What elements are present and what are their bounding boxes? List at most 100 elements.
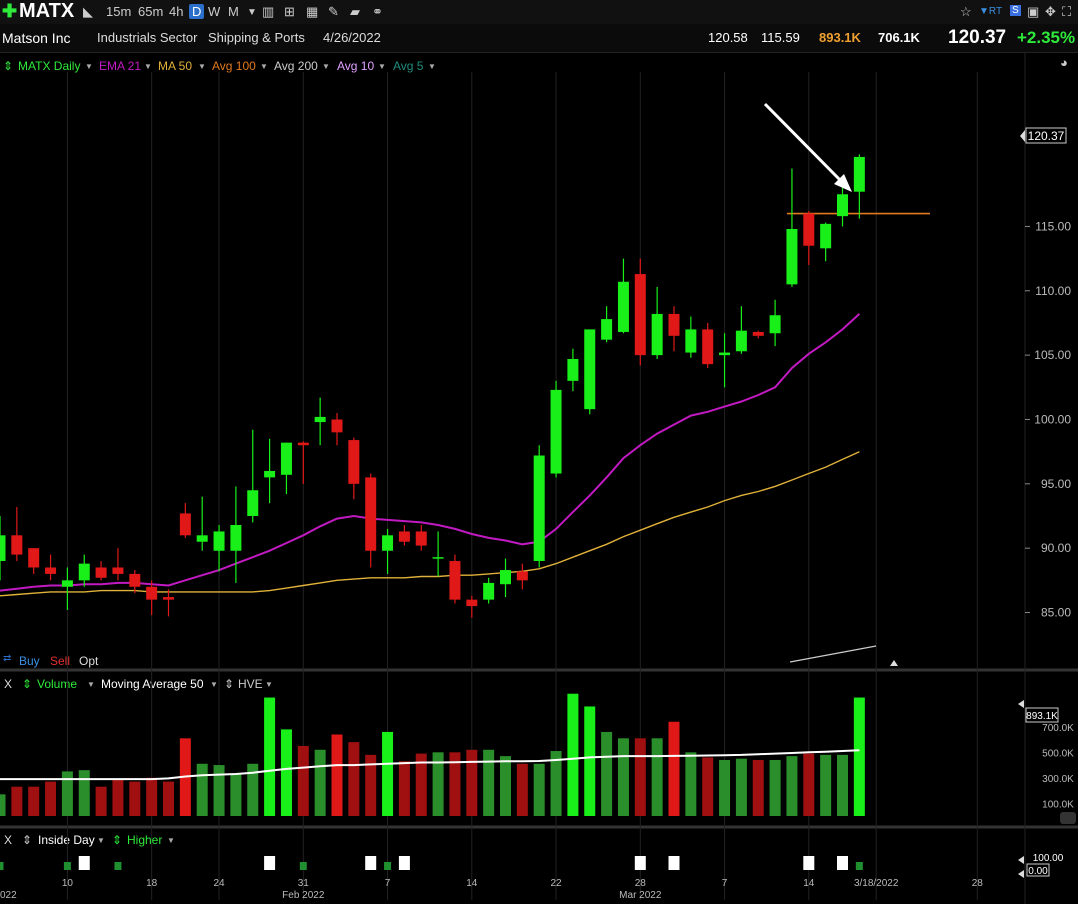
candle-body bbox=[533, 455, 545, 562]
price-tick-label: 95.00 bbox=[1041, 477, 1071, 491]
chart-style-icon[interactable]: ◣ bbox=[83, 4, 93, 19]
last-price-label: 120.37 bbox=[1028, 129, 1065, 143]
trade-icon[interactable]: ⇄ bbox=[3, 653, 12, 664]
options-button[interactable]: Opt bbox=[79, 654, 99, 668]
volume-expand-icon[interactable]: ⇕ bbox=[22, 677, 33, 691]
inside-day-title[interactable]: Inside Day bbox=[38, 833, 95, 847]
timeframe-4h[interactable]: 4h bbox=[169, 4, 184, 19]
volume-bar bbox=[365, 754, 377, 816]
comment-icon[interactable]: ▰ bbox=[350, 4, 360, 19]
move-icon[interactable]: ✥ bbox=[1045, 4, 1056, 19]
sell-button[interactable]: Sell bbox=[50, 654, 71, 668]
indicators-icon[interactable]: ▥ bbox=[262, 4, 275, 19]
price-tick-label: 90.00 bbox=[1041, 541, 1071, 555]
candle-body bbox=[264, 470, 276, 478]
volume-bar bbox=[752, 759, 764, 816]
pencil-icon[interactable]: ✎ bbox=[328, 4, 339, 19]
candle-body bbox=[297, 442, 309, 446]
higher-expand-icon[interactable]: ⇕ bbox=[112, 833, 123, 847]
industry-label[interactable]: Shipping & Ports bbox=[208, 30, 305, 45]
timeframe-65m[interactable]: 65m bbox=[138, 4, 164, 19]
legend-ema21[interactable]: EMA 21 bbox=[99, 59, 142, 73]
candle-body bbox=[685, 329, 697, 353]
hve-expand-icon[interactable]: ⇕ bbox=[224, 677, 235, 691]
candle-body bbox=[28, 548, 40, 568]
volume-bar bbox=[264, 697, 276, 816]
legend-avg10[interactable]: Avg 10 bbox=[337, 59, 375, 73]
legend-ma50-dropdown-icon[interactable]: ▼ bbox=[198, 62, 206, 71]
inside-day-dropdown-icon[interactable]: ▼ bbox=[97, 836, 105, 845]
legend-ema21-dropdown-icon[interactable]: ▼ bbox=[144, 62, 152, 71]
candle-body bbox=[651, 313, 663, 356]
realtime-icon[interactable]: ▼RT bbox=[979, 6, 1003, 17]
date-tick-label: 3/18/2022 bbox=[854, 878, 899, 889]
last-price-marker: 120.37 bbox=[1020, 127, 1067, 144]
date-tick-label: 14 bbox=[803, 878, 815, 889]
volume-bar bbox=[483, 749, 495, 816]
legend-expand-icon[interactable]: ⇕ bbox=[3, 59, 14, 73]
candle-body bbox=[466, 599, 478, 607]
candle-body bbox=[483, 582, 495, 600]
candle-body bbox=[769, 315, 781, 334]
higher-bar bbox=[855, 862, 863, 870]
candle-body bbox=[314, 416, 326, 423]
candle-body bbox=[365, 477, 377, 551]
inside-axis-marker-icon bbox=[1018, 856, 1024, 864]
palette-icon[interactable]: ◕ bbox=[1060, 55, 1068, 70]
legend-avg200[interactable]: Avg 200 bbox=[274, 59, 318, 73]
buy-button[interactable]: Buy bbox=[19, 654, 40, 668]
legend-avg200-dropdown-icon[interactable]: ▼ bbox=[322, 62, 330, 71]
legend-avg100-dropdown-icon[interactable]: ▼ bbox=[260, 62, 268, 71]
sector-label[interactable]: Industrials Sector bbox=[97, 30, 198, 45]
timeframe-w[interactable]: W bbox=[208, 4, 221, 19]
favorite-star-icon[interactable]: ☆ bbox=[960, 4, 972, 19]
higher-title[interactable]: Higher bbox=[127, 833, 163, 847]
scroll-right-button[interactable] bbox=[1060, 812, 1076, 824]
scanner-icon[interactable]: S bbox=[1010, 5, 1021, 16]
timeframe-dropdown-icon[interactable]: ▼ bbox=[247, 7, 257, 18]
calculator-icon[interactable]: ▦ bbox=[306, 4, 319, 19]
hve-title[interactable]: HVE bbox=[238, 677, 263, 691]
add-symbol-icon[interactable]: ✚ bbox=[2, 1, 18, 21]
company-name: Matson Inc bbox=[2, 30, 71, 46]
volume-ma-dropdown-icon[interactable]: ▼ bbox=[210, 680, 218, 689]
legend-price-dropdown-icon[interactable]: ▼ bbox=[85, 62, 93, 71]
share-icon[interactable]: ⚭ bbox=[372, 4, 383, 19]
volume-ma-title[interactable]: Moving Average 50 bbox=[101, 677, 204, 691]
symbol-label[interactable]: MATX bbox=[19, 0, 75, 22]
inside-pane-close-button[interactable]: X bbox=[4, 833, 13, 847]
candle-body bbox=[516, 571, 528, 581]
volume-axis: 700.0K 500.0K 300.0K 100.0K bbox=[1042, 723, 1074, 810]
volume-bar bbox=[11, 786, 23, 816]
hve-dropdown-icon[interactable]: ▼ bbox=[265, 680, 273, 689]
legend-ma50[interactable]: MA 50 bbox=[158, 59, 193, 73]
higher-dropdown-icon[interactable]: ▼ bbox=[167, 836, 175, 845]
volume-bar bbox=[112, 779, 124, 816]
legend-avg5-dropdown-icon[interactable]: ▼ bbox=[428, 62, 436, 71]
timeframe-d[interactable]: D bbox=[189, 4, 205, 19]
legend-avg5[interactable]: Avg 5 bbox=[393, 59, 424, 73]
inside-expand-icon[interactable]: ⇕ bbox=[22, 833, 33, 847]
annotation-arrow[interactable] bbox=[763, 102, 852, 192]
legend-price[interactable]: MATX Daily bbox=[18, 59, 81, 73]
volume-pane-close-button[interactable]: X bbox=[4, 677, 13, 691]
volume-bar bbox=[617, 738, 629, 816]
legend-avg100[interactable]: Avg 100 bbox=[212, 59, 256, 73]
volume-bar bbox=[0, 794, 6, 816]
candle-body bbox=[853, 156, 865, 192]
candle-body bbox=[786, 229, 798, 285]
volume-bar bbox=[78, 770, 90, 816]
candle-body bbox=[550, 389, 562, 474]
legend-avg10-dropdown-icon[interactable]: ▼ bbox=[378, 62, 386, 71]
volume-bar bbox=[668, 721, 680, 816]
drawing-icon[interactable]: ⊞ bbox=[284, 4, 295, 19]
scroll-marker-icon[interactable] bbox=[890, 660, 898, 666]
volume-bar bbox=[702, 757, 714, 816]
fullscreen-icon[interactable]: ⛶ bbox=[1062, 4, 1072, 19]
timeframe-15m[interactable]: 15m bbox=[106, 4, 132, 19]
save-icon[interactable]: ▣ bbox=[1027, 4, 1040, 19]
timeframe-m[interactable]: M bbox=[228, 4, 239, 19]
candle-body bbox=[382, 535, 394, 551]
volume-dropdown-icon[interactable]: ▼ bbox=[87, 680, 95, 689]
